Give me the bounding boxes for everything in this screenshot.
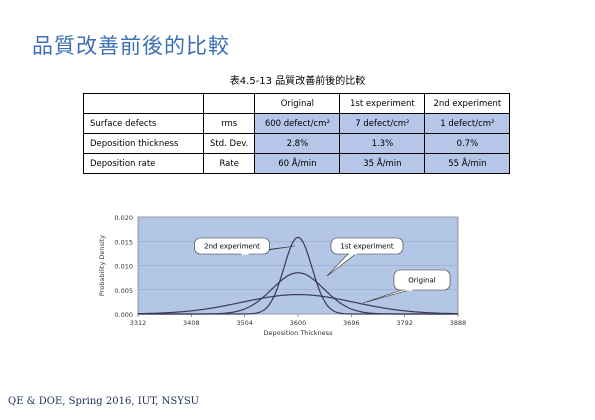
table-header-row: Original 1st experiment 2nd experiment <box>83 93 511 114</box>
table-row: Deposition thickness Std. Dev. 2.8% 1.3%… <box>83 133 511 154</box>
table-caption: 表4.5-13 品質改善前後的比較 <box>229 76 366 87</box>
slide-footer: QE & DOE, Spring 2016, IUT, NSYSU <box>8 396 200 407</box>
cell-2nd-experiment: 1 defect/cm² <box>424 113 511 134</box>
row-label: Surface defects <box>83 113 204 134</box>
table-row: Surface defects rms 600 defect/cm² 7 def… <box>83 113 511 134</box>
row-unit: Std. Dev. <box>202 133 256 154</box>
cell-1st-experiment: 7 defect/cm² <box>339 113 426 134</box>
callout-1st-joint <box>349 252 357 255</box>
x-axis-title: Deposition Thickness <box>264 329 334 337</box>
probability-density-chart: 0.000 0.005 0.010 0.015 0.020 3312 3408 3504 360… <box>98 214 467 337</box>
callout-2nd-joint <box>241 252 249 255</box>
y-tick-label: 0.000 <box>114 311 133 319</box>
row-label: Deposition thickness <box>83 133 204 154</box>
callout-2nd-label: 2nd experiment <box>204 243 260 251</box>
comparison-table: Original 1st experiment 2nd experiment S… <box>83 93 511 174</box>
x-tick-label: 3600 <box>290 319 307 327</box>
x-tick-label: 3792 <box>396 319 413 327</box>
x-tick-label: 3504 <box>236 319 253 327</box>
header-blank-1 <box>83 93 204 114</box>
header-original: Original <box>254 93 341 114</box>
cell-2nd-experiment: 0.7% <box>424 133 511 154</box>
header-blank-2 <box>202 93 256 114</box>
y-tick-label: 0.005 <box>114 287 133 295</box>
series-line-2 <box>138 236 458 315</box>
row-unit: rms <box>202 113 256 134</box>
x-tick-label: 3312 <box>130 319 147 327</box>
callout-2nd-bubble <box>194 237 270 255</box>
series-line-0 <box>138 294 458 315</box>
y-tick-label: 0.010 <box>114 263 133 271</box>
callout-original-label: Original <box>408 277 435 285</box>
row-label: Deposition rate <box>83 153 204 174</box>
cell-original: 2.8% <box>254 133 341 154</box>
header-2nd-experiment: 2nd experiment <box>424 93 511 114</box>
cell-original: 600 defect/cm² <box>254 113 341 134</box>
cell-1st-experiment: 35 Å/min <box>339 153 426 174</box>
cell-1st-experiment: 1.3% <box>339 133 426 154</box>
x-tick-label: 3696 <box>343 319 360 327</box>
header-1st-experiment: 1st experiment <box>339 93 426 114</box>
table-row: Deposition rate Rate 60 Å/min 35 Å/min 5… <box>83 153 511 174</box>
x-tick-label: 3888 <box>450 319 467 327</box>
cell-original: 60 Å/min <box>254 153 341 174</box>
callout-original-bubble <box>393 269 451 291</box>
y-tick-label: 0.015 <box>114 238 133 246</box>
x-tick-label: 3408 <box>183 319 200 327</box>
callout-original-joint <box>405 288 413 291</box>
cell-2nd-experiment: 55 Å/min <box>424 153 511 174</box>
slide-title: 品質改善前後的比較 <box>32 34 230 58</box>
callout-1st-bubble <box>330 237 404 255</box>
callout-1st-label: 1st experiment <box>340 243 394 251</box>
y-tick-label: 0.020 <box>114 214 133 222</box>
y-axis-title: Probability Density <box>98 235 106 296</box>
row-unit: Rate <box>202 153 256 174</box>
